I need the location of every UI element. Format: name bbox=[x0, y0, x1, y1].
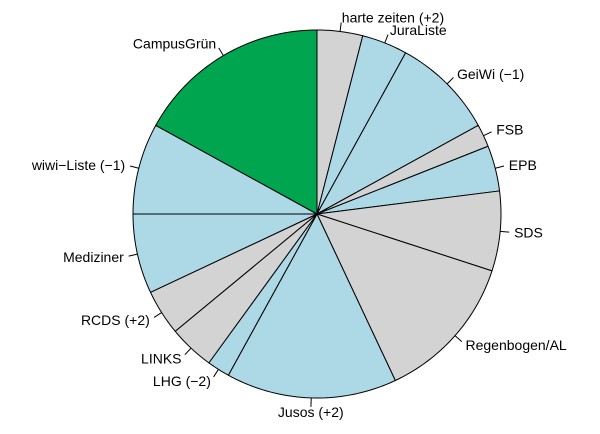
slice-label: FSB bbox=[496, 122, 523, 138]
slice-label-tick bbox=[384, 34, 389, 44]
pie-slice bbox=[132, 124, 318, 215]
pie-slice bbox=[174, 213, 318, 364]
label-ticks bbox=[128, 22, 510, 407]
slice-labels: harte zeiten (+2)JuraListe GeiWi (−1) FSB E… bbox=[31, 10, 567, 420]
slice-label: JuraListe bbox=[390, 22, 447, 38]
pie-slice bbox=[155, 29, 318, 215]
slice-label: CampusGrün bbox=[133, 36, 216, 52]
slice-label-tick bbox=[129, 165, 139, 169]
slice-label-tick bbox=[153, 312, 162, 318]
slice-label: Jusos (+2) bbox=[278, 404, 344, 420]
slice-label: wiwi−Liste (−1) bbox=[31, 157, 125, 173]
slice-label-tick bbox=[184, 347, 192, 356]
pie-slice bbox=[316, 213, 493, 381]
slice-label: GeiWi (−1) bbox=[457, 66, 524, 82]
pie-slice bbox=[316, 190, 502, 272]
slice-label: SDS bbox=[514, 225, 543, 241]
pie-slice bbox=[150, 213, 318, 332]
slice-label: LINKS bbox=[141, 350, 181, 366]
slice-label: Regenbogen/AL bbox=[466, 337, 567, 353]
slice-label: harte zeiten (+2) bbox=[342, 10, 444, 26]
pie-slices bbox=[132, 29, 502, 399]
pie-slice bbox=[316, 145, 501, 215]
slice-label-tick bbox=[213, 369, 219, 378]
pie-slice bbox=[316, 35, 407, 215]
slice-label-tick bbox=[483, 131, 492, 137]
slice-label-tick bbox=[339, 22, 342, 32]
slice-label: EPB bbox=[509, 157, 537, 173]
slice-label-tick bbox=[128, 253, 138, 257]
slice-label-tick bbox=[446, 77, 454, 85]
slice-label-tick bbox=[218, 47, 224, 56]
slice-label: LHG (−2) bbox=[153, 373, 211, 389]
slice-label: Mediziner bbox=[63, 249, 124, 265]
pie-slice bbox=[316, 52, 479, 215]
slice-label-tick bbox=[495, 165, 505, 169]
slice-label-tick bbox=[500, 230, 510, 233]
slice-label-tick bbox=[454, 335, 463, 343]
slice-label: RCDS (+2) bbox=[81, 312, 150, 328]
